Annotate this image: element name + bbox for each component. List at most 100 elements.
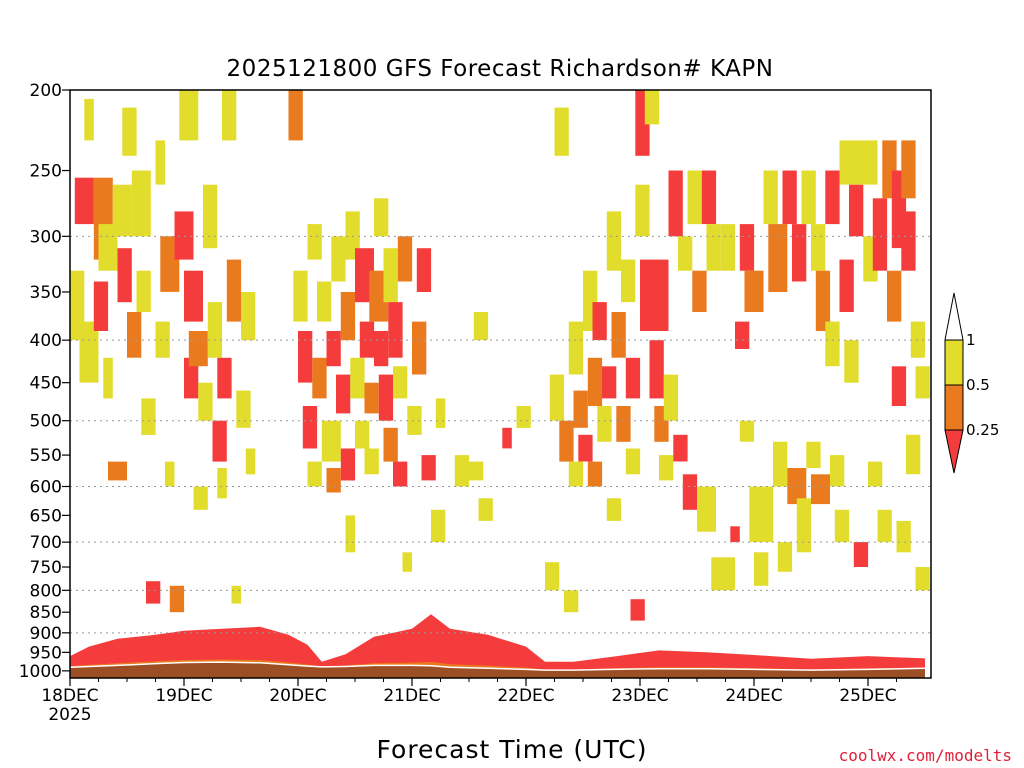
- ri-cell: [393, 366, 408, 399]
- ri-cell: [245, 448, 256, 475]
- ri-cell: [188, 331, 208, 367]
- ri-cell: [165, 461, 175, 487]
- ri-cell: [293, 270, 308, 322]
- ri-cell: [169, 585, 185, 613]
- ri-cell: [502, 427, 512, 449]
- ri-cell: [815, 270, 831, 331]
- ri-cell: [212, 420, 227, 462]
- ri-cell: [839, 259, 854, 312]
- ri-cell: [625, 357, 641, 399]
- ri-cell: [350, 357, 365, 399]
- ri-cell: [825, 170, 840, 225]
- x-tick-label: 18DEC: [41, 686, 98, 706]
- ri-cell: [131, 170, 151, 237]
- ri-cell: [887, 270, 902, 322]
- ri-cell: [849, 184, 864, 237]
- ri-cell: [155, 321, 170, 358]
- ri-cell: [340, 292, 356, 341]
- ri-cell: [198, 382, 213, 421]
- ri-cell: [469, 461, 484, 481]
- ri-cell: [663, 374, 679, 421]
- chart-title: 2025121800 GFS Forecast Richardson# KAPN: [227, 56, 774, 82]
- surface-ground: [70, 662, 925, 678]
- ri-cell: [473, 312, 489, 341]
- y-tick-label: 850: [30, 603, 62, 623]
- surface-line: [70, 661, 926, 671]
- ri-cell: [317, 281, 332, 322]
- ri-cell: [668, 170, 683, 237]
- ri-cell: [777, 542, 793, 572]
- ri-cell: [326, 468, 341, 493]
- colorbar-label: 0.5: [966, 376, 990, 394]
- ri-cell: [412, 321, 427, 375]
- ri-cell: [644, 90, 660, 125]
- ri-cell: [203, 184, 218, 249]
- ri-cell: [768, 224, 788, 292]
- ri-cell: [602, 366, 617, 399]
- ri-cell: [915, 567, 930, 591]
- ri-cell: [98, 224, 118, 271]
- ri-cell: [659, 455, 674, 481]
- ri-cell: [397, 236, 413, 282]
- x-tick-label: 20DEC: [269, 686, 326, 706]
- ri-cell: [340, 448, 356, 481]
- ri-cell: [431, 509, 446, 543]
- colorbar-label: 0.25: [966, 421, 999, 439]
- y-tick-label: 450: [30, 374, 62, 394]
- ri-cell: [345, 515, 355, 553]
- ri-cell: [117, 248, 132, 303]
- ri-cell: [825, 321, 840, 367]
- ri-cell: [374, 198, 389, 237]
- ri-cell: [236, 390, 251, 428]
- ri-cell: [222, 90, 237, 141]
- y-tick-label: 400: [30, 331, 62, 351]
- ri-cell: [597, 406, 612, 442]
- ri-cell: [616, 406, 631, 442]
- ri-cell: [839, 140, 859, 185]
- ri-cell: [364, 448, 379, 475]
- ri-cell: [844, 340, 859, 383]
- ri-cell: [155, 140, 165, 185]
- ri-cell: [801, 170, 816, 225]
- ri-cell: [184, 357, 199, 399]
- ri-cell: [682, 474, 698, 510]
- ri-cell: [207, 302, 223, 358]
- ri-cell: [298, 331, 313, 383]
- ri-cell: [578, 434, 593, 462]
- plot-frame: [69, 89, 932, 679]
- ri-cell: [184, 270, 203, 322]
- ri-cell: [697, 486, 716, 532]
- ri-cell: [326, 331, 341, 367]
- ri-cell: [559, 420, 574, 462]
- ri-cell: [792, 224, 807, 282]
- ri-cell: [749, 486, 774, 543]
- ri-cell: [383, 427, 398, 462]
- ri-cell: [739, 420, 755, 442]
- ri-cell: [877, 509, 892, 543]
- ri-cell: [625, 448, 641, 475]
- ri-cell: [896, 520, 911, 553]
- ri-cell: [374, 331, 389, 367]
- y-tick-label: 250: [30, 162, 62, 182]
- y-tick-label: 300: [30, 227, 62, 247]
- ri-cell: [834, 509, 850, 543]
- ri-cell: [127, 312, 142, 358]
- ri-cell: [830, 455, 845, 487]
- ri-cell: [901, 211, 916, 271]
- colorbar: 1 0.5 0.25: [944, 292, 999, 474]
- x-tick-label: 22DEC: [497, 686, 554, 706]
- y-tick-label: 750: [30, 558, 62, 578]
- x-axis-label: Forecast Time (UTC): [377, 735, 648, 764]
- ri-cell: [321, 420, 341, 462]
- ri-cell: [388, 302, 403, 358]
- colorbar-orange: [944, 384, 964, 431]
- ri-cell: [402, 552, 412, 572]
- ri-cell: [454, 455, 470, 487]
- y-tick-label: 200: [30, 81, 62, 101]
- ri-cell: [407, 406, 422, 435]
- ri-cell: [635, 184, 650, 237]
- ri-cell: [692, 270, 707, 312]
- ri-cell: [554, 107, 569, 156]
- ri-cell: [630, 599, 645, 621]
